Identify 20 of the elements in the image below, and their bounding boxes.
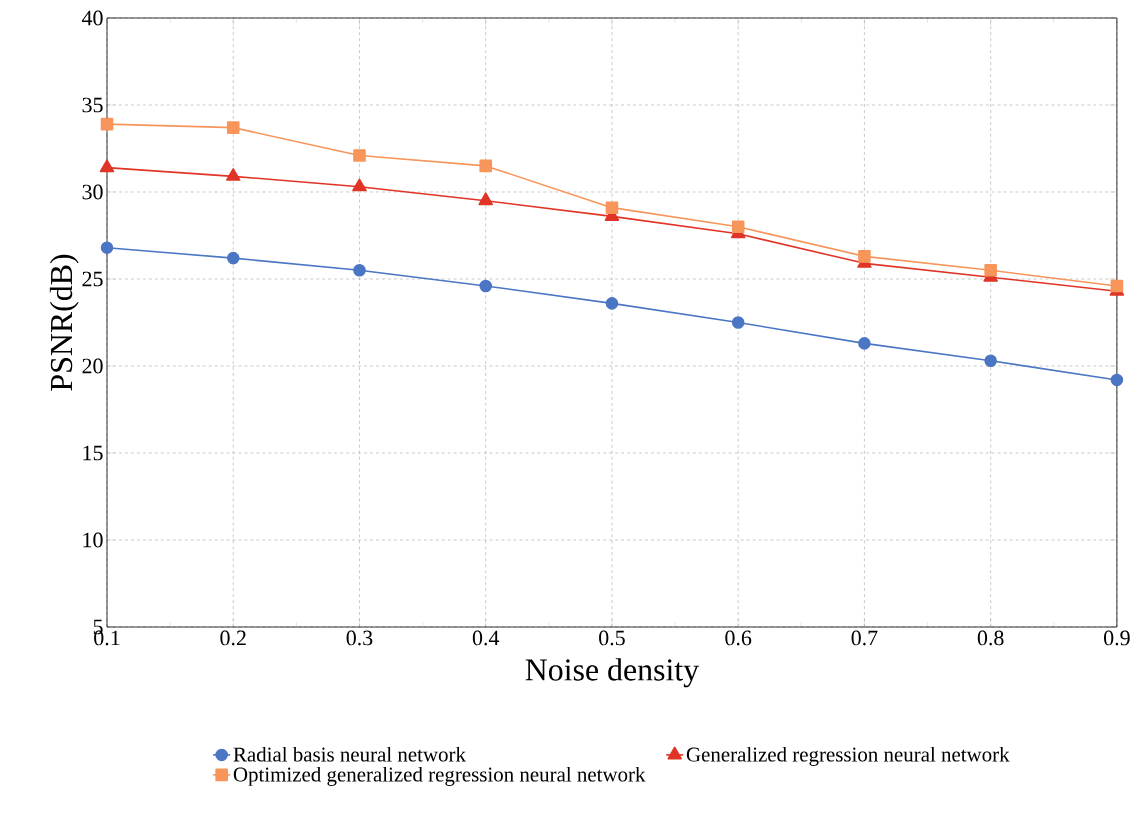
x-tick-label: 0.8 <box>977 630 1004 646</box>
x-axis-title: Noise density <box>525 658 700 688</box>
legend-label: Generalized regression neural network <box>686 746 1010 766</box>
x-tick-label: 0.3 <box>346 630 373 646</box>
x-tick-label: 0.5 <box>599 630 625 646</box>
y-tick-label: 40 <box>81 10 103 26</box>
y-tick-label: 15 <box>83 445 103 461</box>
y-tick-label: 30 <box>82 184 103 200</box>
y-tick-label: 20 <box>82 358 103 374</box>
x-tick-label: 0.7 <box>851 630 878 646</box>
y-tick-label: 25 <box>82 271 103 287</box>
legend-label: Radial basis neural network <box>233 746 466 762</box>
x-tick-label: 0.9 <box>1104 630 1130 646</box>
legend-label: Optimized generalized regression neural network <box>233 766 646 786</box>
y-axis-title: PSNR(dB) <box>49 254 79 391</box>
x-tick-label: 0.6 <box>725 630 752 646</box>
y-tick-label: 10 <box>83 532 103 548</box>
x-tick-label: 0.2 <box>220 630 246 646</box>
y-tick-label: 35 <box>82 97 103 113</box>
x-tick-label: 0.4 <box>472 630 500 646</box>
